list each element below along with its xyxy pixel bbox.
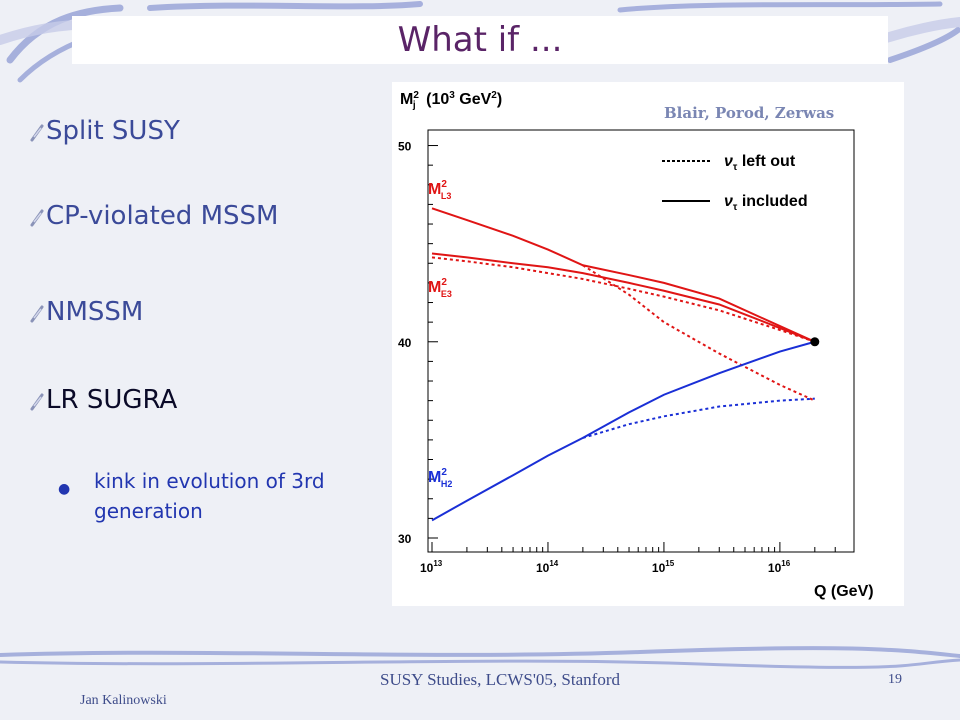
- series-line: [431, 256, 816, 343]
- legend-dotted-label: ντ left out: [724, 153, 796, 173]
- series-line: [582, 397, 815, 439]
- bullet-label: CP-violated MSSM: [46, 201, 279, 231]
- x-axis-ticks: 1013 1014 1015 1016: [420, 542, 836, 575]
- feather-bullet-icon: [30, 209, 44, 227]
- series-line: [431, 207, 816, 343]
- y-tick-label: 50: [398, 140, 412, 154]
- feather-bullet-icon: [30, 124, 44, 142]
- dot-bullet-icon: ●: [58, 481, 71, 497]
- feather-bullet-icon: [30, 305, 44, 323]
- curve-label-e3: M2 E3: [428, 277, 452, 299]
- feather-bullet-icon: [30, 393, 44, 411]
- slide-title: What if ...: [397, 20, 563, 60]
- page-number: 19: [888, 672, 902, 687]
- series-line: [431, 340, 816, 522]
- chart-svg: 30 40 50 1013 1014 1015 1016 M2 j (103 GeV2) Q…: [398, 90, 874, 600]
- footer-author: Jan Kalinowski: [80, 693, 167, 708]
- bullet-label: NMSSM: [46, 297, 144, 327]
- figure-attribution: Blair, Porod, Zerwas: [664, 104, 835, 122]
- y-tick-label: 40: [398, 336, 412, 350]
- y-tick-label: 30: [398, 532, 412, 546]
- y-axis-ticks: 30 40 50: [398, 140, 438, 546]
- title-bar: [72, 16, 888, 64]
- x-axis-label: Q (GeV): [814, 583, 874, 600]
- series-line: [431, 252, 816, 343]
- x-tick-label: 1013: [420, 559, 443, 575]
- legend-solid-label: ντ included: [724, 193, 808, 213]
- curve-label-l3: M2 L3: [428, 179, 451, 201]
- series-layer: [431, 207, 816, 522]
- footer-center: SUSY Studies, LCWS'05, Stanford: [380, 670, 620, 689]
- x-tick-label: 1014: [536, 559, 559, 575]
- plot-frame: [427, 129, 855, 553]
- bullet-label: Split SUSY: [46, 116, 180, 146]
- curve-label-h2: M2 H2: [428, 467, 452, 489]
- sub-bullet-text: kink in evolution of 3rd generation: [94, 469, 325, 523]
- y-axis-label: M2 j (103 GeV2): [400, 90, 502, 111]
- endpoint-marker: [810, 337, 820, 347]
- figure-panel: 30 40 50 1013 1014 1015 1016 M2 j (103 GeV2) Q…: [392, 82, 904, 606]
- x-tick-label: 1015: [652, 559, 675, 575]
- bullet-label-active: LR SUGRA: [46, 385, 178, 415]
- x-tick-label: 1016: [768, 559, 791, 575]
